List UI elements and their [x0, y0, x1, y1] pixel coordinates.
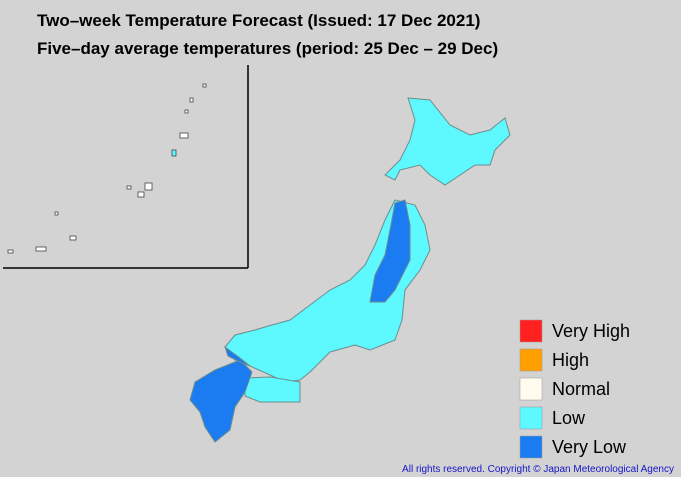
kyushu [189, 359, 253, 443]
inset-islands [7, 83, 207, 254]
subtitle: Five–day average temperatures (period: 2… [37, 39, 498, 58]
legend-label: High [552, 350, 589, 370]
copyright: All rights reserved. Copyright © Japan M… [402, 464, 674, 475]
legend: Very High High Normal Low Very Low [519, 319, 630, 459]
legend-swatch [519, 348, 543, 372]
legend-swatch [519, 319, 543, 343]
chugoku-west [224, 345, 251, 367]
legend-swatch [519, 377, 543, 401]
legend-label: Low [552, 408, 586, 428]
inset-frame [3, 65, 249, 269]
legend-label: Very High [552, 321, 630, 341]
shikoku [244, 376, 301, 403]
legend-swatch [519, 435, 543, 459]
legend-label: Normal [552, 379, 610, 399]
japan-map [189, 97, 511, 443]
title: Two–week Temperature Forecast (Issued: 1… [37, 11, 480, 30]
tohoku-west [369, 199, 411, 303]
legend-label: Very Low [552, 437, 627, 457]
legend-swatch [519, 406, 543, 430]
hokkaido [384, 97, 511, 186]
